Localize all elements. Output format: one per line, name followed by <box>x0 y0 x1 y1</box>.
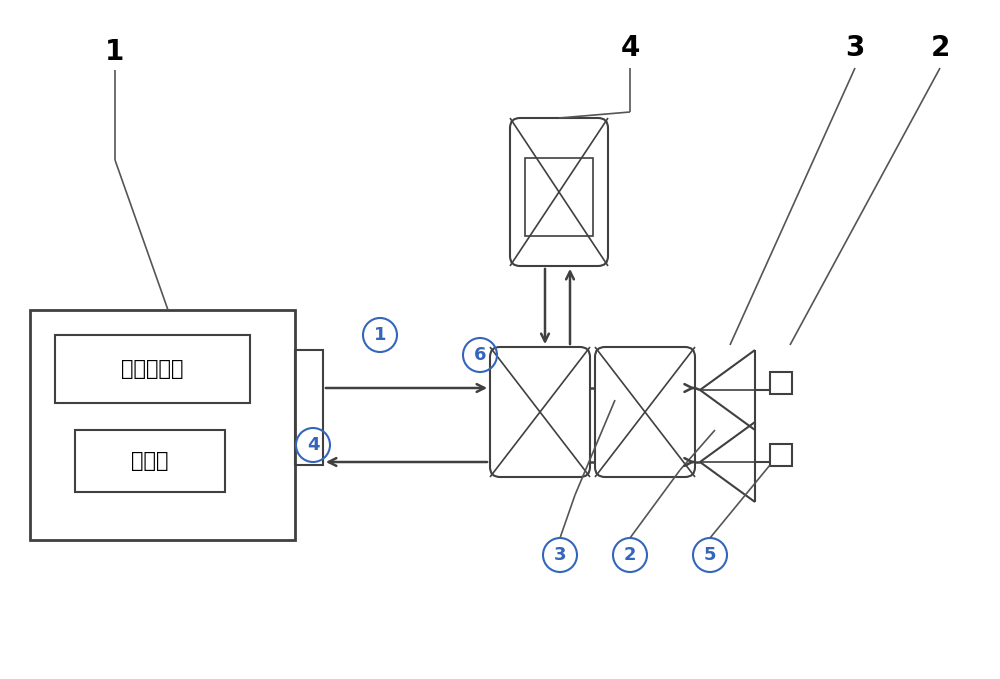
Text: 2: 2 <box>624 546 636 564</box>
Text: 3: 3 <box>554 546 566 564</box>
Text: 1: 1 <box>374 326 386 344</box>
Text: 探测器: 探测器 <box>131 451 169 471</box>
Bar <box>75 430 225 492</box>
Bar <box>55 335 250 403</box>
Text: 3: 3 <box>845 34 865 62</box>
Text: 1: 1 <box>105 38 125 66</box>
Bar <box>770 372 792 394</box>
Text: 4: 4 <box>307 436 319 454</box>
Text: 2: 2 <box>930 34 950 62</box>
Text: 5: 5 <box>704 546 716 564</box>
Text: 4: 4 <box>620 34 640 62</box>
Bar <box>295 350 323 465</box>
Bar <box>770 444 792 466</box>
Text: 激光发射器: 激光发射器 <box>121 359 183 379</box>
Bar <box>30 310 295 540</box>
Bar <box>525 158 593 236</box>
Text: 6: 6 <box>474 346 486 364</box>
